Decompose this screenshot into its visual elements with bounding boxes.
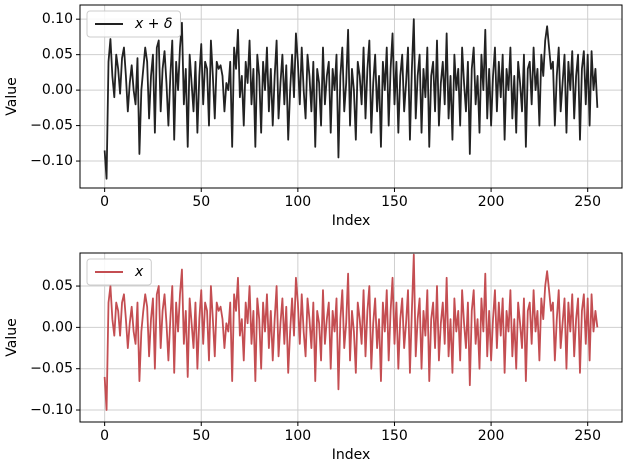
y-tick-label: −0.05 [30,361,73,377]
y-tick-label: −0.10 [30,402,73,418]
y-axis-label: Value [4,318,20,356]
legend-label: x [134,264,144,280]
y-tick-label: 0.05 [42,47,73,63]
legend: x + δ [86,10,181,38]
y-tick-label: 0.10 [42,11,73,27]
y-tick-label: 0.00 [42,82,73,98]
legend-label: x + δ [134,16,172,32]
x-tick-label: 200 [478,194,505,210]
x-tick-label: 150 [381,428,408,444]
y-tick-label: 0.05 [42,278,73,294]
axes-frame [79,252,623,423]
x-tick-label: 50 [192,194,210,210]
x-tick-label: 100 [284,194,311,210]
x-tick-label: 250 [574,194,601,210]
x-tick-label: 50 [192,428,210,444]
y-tick-label: −0.10 [30,153,73,169]
data-line [103,253,599,411]
x-tick-label: 250 [574,428,601,444]
legend: x [86,258,152,286]
x-axis-label: Index [332,213,371,229]
x-tick-label: 0 [100,428,109,444]
data-line [103,18,599,180]
axes-frame [79,4,623,189]
y-tick-label: −0.05 [30,118,73,134]
x-tick-label: 150 [381,194,408,210]
y-tick-label: 0.00 [42,319,73,335]
x-tick-label: 100 [284,428,311,444]
legend-box [86,10,181,38]
x-tick-label: 200 [478,428,505,444]
x-tick-label: 0 [100,194,109,210]
x-axis-label: Index [332,447,371,463]
y-axis-label: Value [4,77,20,115]
